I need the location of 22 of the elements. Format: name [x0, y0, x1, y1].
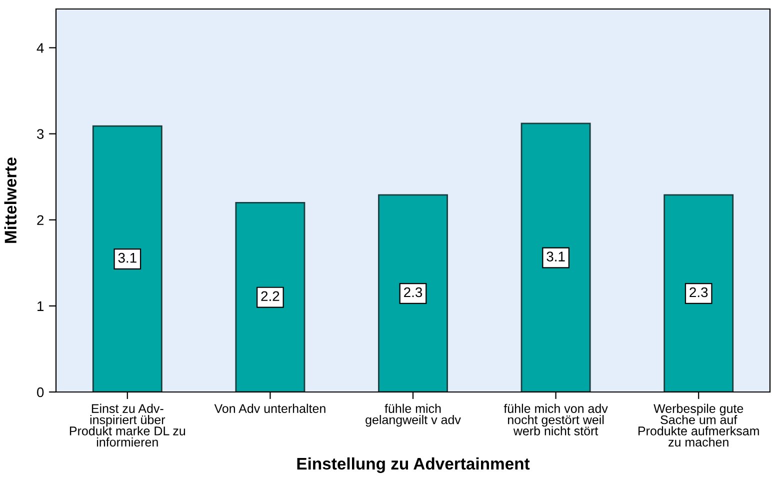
data-label: 2.2 [261, 291, 280, 301]
bar [378, 194, 448, 392]
bar [664, 194, 734, 392]
y-tick-label: 3 [37, 129, 44, 139]
data-label: 2.3 [690, 287, 708, 298]
y-tick-label: 0 [37, 387, 44, 398]
x-tick-label: Werbespile gute Sache um auf Produkte aufmerksam zu machen [638, 404, 759, 447]
y-tick-label: 1 [38, 301, 44, 311]
data-label: 3.1 [546, 252, 565, 262]
y-axis-title: Mittelwerte [4, 158, 17, 243]
x-axis-title: Einstellung zu Advertainment [297, 457, 530, 473]
data-label: 2.3 [404, 287, 422, 298]
x-tick-label: Einst zu Adv- inspiriert über Produkt marke DL zu informieren [70, 404, 186, 447]
x-tick-label: fühle mich von adv nocht gestört weil werb nicht stört [504, 404, 608, 436]
bar [92, 125, 162, 392]
y-tick-label: 4 [36, 43, 44, 53]
bar [235, 202, 306, 392]
y-tick-label: 2 [37, 215, 44, 225]
bar [520, 122, 591, 392]
x-tick-label: fühle mich gelangweilt v adv [366, 404, 461, 427]
x-tick-label: Von Adv unterhalten [214, 404, 326, 413]
data-label: 3.1 [118, 252, 136, 263]
